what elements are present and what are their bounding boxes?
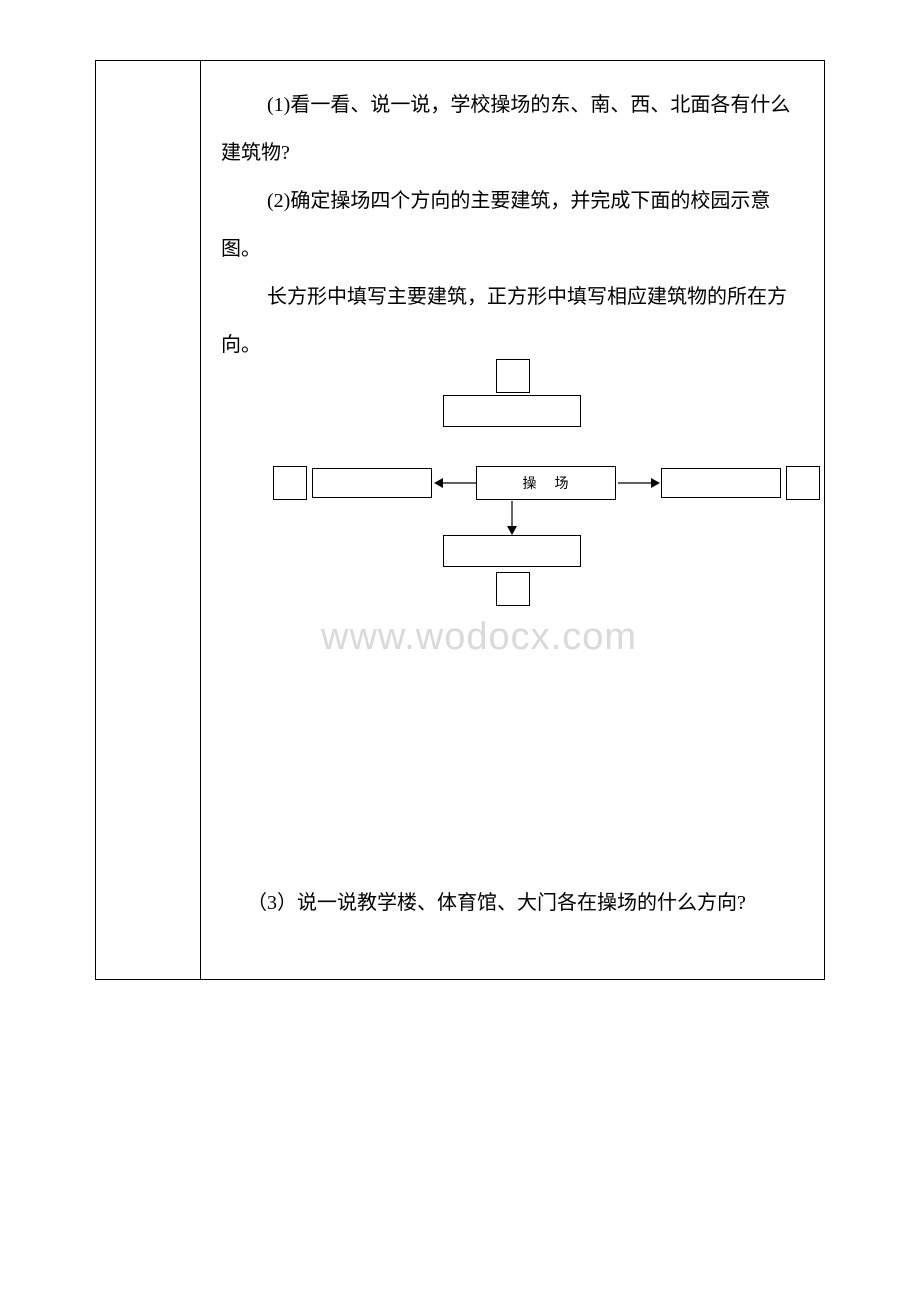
arrow-right-icon: [618, 477, 660, 489]
building-box-left: [312, 468, 432, 498]
center-playground-label: 操场: [523, 473, 587, 493]
direction-box-right: [786, 466, 820, 500]
direction-box-bottom: [496, 572, 530, 606]
building-box-right: [661, 468, 781, 498]
center-playground-box: 操场: [476, 466, 616, 500]
arrow-down-icon: [506, 501, 518, 535]
campus-diagram: 操场: [253, 359, 773, 609]
direction-box-left: [273, 466, 307, 500]
spacer: [221, 609, 804, 869]
question-3-text: （3）说一说教学楼、体育馆、大门各在操场的什么方向?: [221, 879, 804, 927]
page-container: (1)看一看、说一说，学校操场的东、南、西、北面各有什么建筑物? (2)确定操场…: [0, 0, 920, 1040]
arrow-left-icon: [434, 477, 476, 489]
question-2-instruction: 长方形中填写主要建筑，正方形中填写相应建筑物的所在方向。: [221, 273, 804, 369]
table-frame: (1)看一看、说一说，学校操场的东、南、西、北面各有什么建筑物? (2)确定操场…: [95, 60, 825, 980]
building-box-top: [443, 395, 581, 427]
table-left-column: [96, 61, 201, 979]
building-box-bottom: [443, 535, 581, 567]
direction-box-top: [496, 359, 530, 393]
question-2-text: (2)确定操场四个方向的主要建筑，并完成下面的校园示意图。: [221, 177, 804, 273]
table-right-column: (1)看一看、说一说，学校操场的东、南、西、北面各有什么建筑物? (2)确定操场…: [201, 61, 824, 979]
question-1-text: (1)看一看、说一说，学校操场的东、南、西、北面各有什么建筑物?: [221, 81, 804, 177]
